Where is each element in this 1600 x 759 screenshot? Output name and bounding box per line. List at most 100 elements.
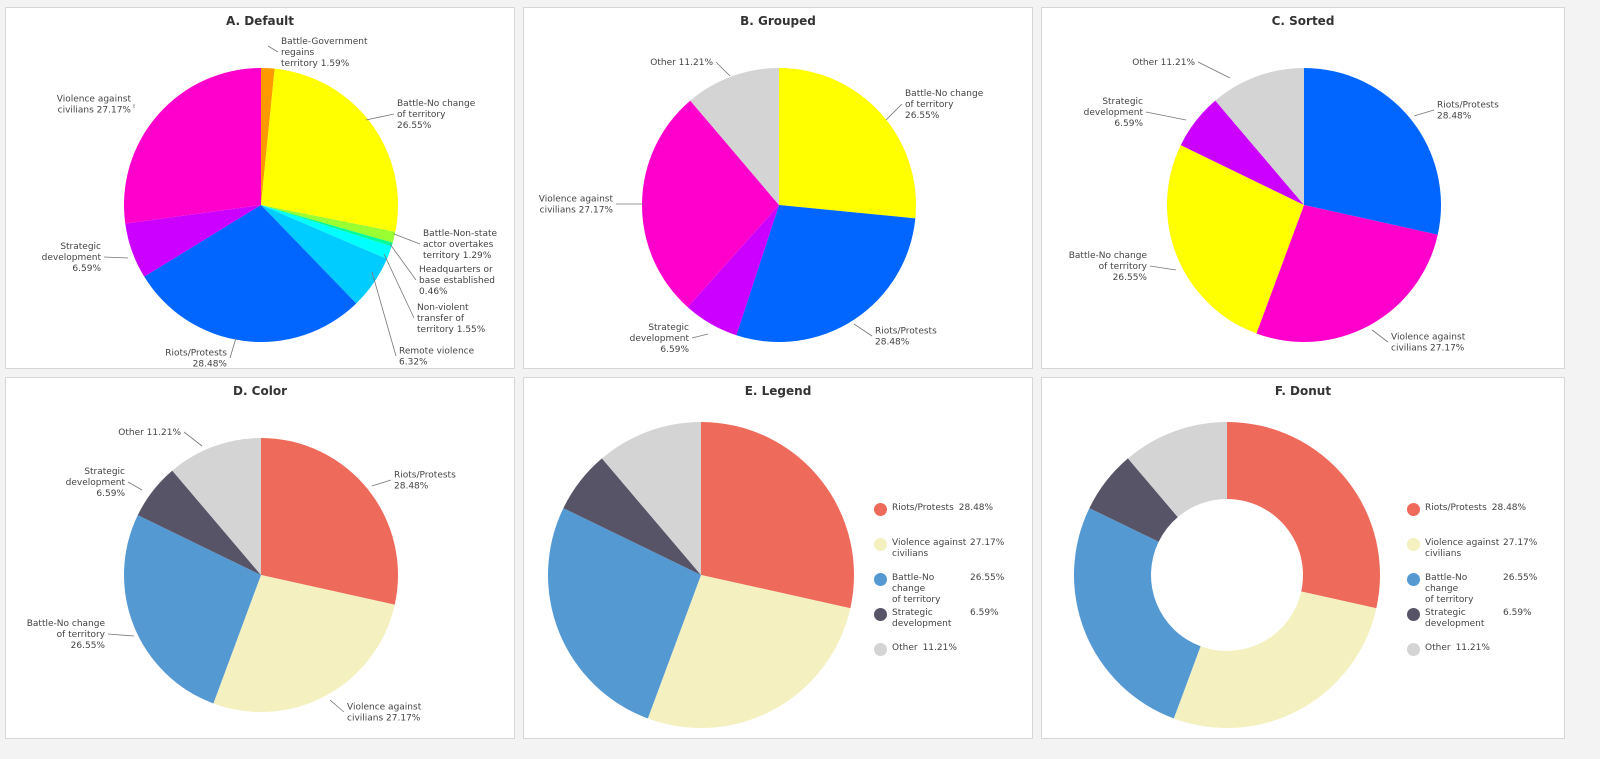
leader-line (329, 699, 345, 713)
pie-slice-violence-against-civilians[interactable] (1256, 205, 1438, 342)
leader-line (103, 256, 129, 259)
pie-chart-d: Riots/Protests 28.48% Violence against civi… (27, 428, 456, 724)
pie-slice-other[interactable] (172, 438, 261, 575)
pie-slice-non-violent-transfer-of-territory[interactable] (261, 205, 392, 259)
chart-panel-b: B. Grouped Battle-No change of territory 2… (523, 7, 1033, 369)
pie-slice-battle-no-change-of-territory[interactable] (124, 515, 261, 704)
pie-chart-b: Battle-No change of territory 26.55% Riots/… (539, 58, 984, 355)
pie-slice-other[interactable] (601, 422, 701, 575)
data-label-other: Other 11.21% (1132, 58, 1195, 68)
pie-slice-riots-protests[interactable] (701, 422, 854, 609)
leader-line (371, 271, 397, 357)
pie-slice-violence-against-civilians[interactable] (213, 575, 395, 712)
legend-item-battle-no-change-of-territory[interactable]: Battle-No change of territory 26.55% (874, 573, 1024, 606)
legend-item-battle-no-change-of-territory[interactable]: Battle-No change of territory 26.55% (1407, 573, 1557, 606)
pie-slice-other[interactable] (690, 68, 779, 205)
legend-swatch (1407, 608, 1420, 621)
leader-line (107, 633, 135, 637)
pie-slice-battle-no-change-of-territory[interactable] (1074, 508, 1201, 719)
legend-swatch (1407, 538, 1420, 551)
pie-slice-other[interactable] (1215, 68, 1304, 205)
leader-line (383, 253, 415, 319)
pie-slice-battle-non-state-actor-overtakes-territory[interactable] (261, 205, 396, 243)
leader-line (389, 243, 417, 281)
chart-panel-d: D. Color Riots/Protests 28.48% Violence ag… (5, 377, 515, 739)
data-label-other: Other 11.21% (650, 58, 713, 68)
data-label-violence-against-civilians: Violence against civilians 27.17% (347, 703, 422, 724)
legend-value: 6.59% (1503, 608, 1532, 618)
pie-slice-battle-no-change-of-territory[interactable] (779, 68, 916, 219)
legend-label: Battle-No change of territory (1425, 573, 1474, 605)
leader-line (691, 333, 709, 339)
pie-slice-riots-protests[interactable] (144, 205, 357, 342)
pie-slice-violence-against-civilians[interactable] (1173, 591, 1377, 728)
data-label-strategic-development: Strategic development 6.59% (66, 467, 126, 499)
chart-panel-e: E. Legend Riots/Protests 28.48% Violence a… (523, 377, 1033, 739)
pie-slice-violence-against-civilians[interactable] (647, 575, 851, 728)
pie-slice-headquarters-or-base-established[interactable] (261, 205, 393, 247)
leader-line (127, 481, 143, 491)
legend-label: Riots/Protests (1425, 503, 1487, 513)
legend-swatch (1407, 503, 1420, 516)
data-label-non-violent-transfer-of-territory: Non-violent transfer of territory 1.55% (417, 303, 486, 335)
legend-label: Violence against civilians (1425, 538, 1500, 559)
data-label-battle-no-change-of-territory: Battle-No change of territory 26.55% (905, 89, 984, 121)
legend-item-strategic-development[interactable]: Strategic development 6.59% (874, 608, 1024, 630)
leader-line (715, 61, 731, 77)
chart-title: F. Donut (1274, 384, 1332, 398)
leader-line (853, 323, 873, 337)
legend-value: 27.17% (1503, 538, 1538, 548)
legend-item-riots-protests[interactable]: Riots/Protests 28.48% (874, 503, 1024, 516)
legend-swatch (874, 608, 887, 621)
pie-slice-strategic-development[interactable] (125, 205, 261, 277)
legend-swatch (874, 643, 887, 656)
pie-slice-riots-protests[interactable] (1227, 422, 1380, 609)
pie-slice-strategic-development[interactable] (1089, 458, 1178, 542)
data-label-riots-protests: Riots/Protests 28.48% (1437, 101, 1499, 122)
pie-slice-battle-government-regains-territory[interactable] (261, 68, 275, 205)
pie-slice-battle-no-change-of-territory[interactable] (1167, 145, 1304, 334)
legend-value: 6.59% (970, 608, 999, 618)
pie-slice-violence-against-civilians[interactable] (642, 100, 779, 308)
pie-slice-strategic-development[interactable] (137, 470, 261, 575)
legend-value: 26.55% (1503, 573, 1538, 583)
pie-slice-riots-protests[interactable] (736, 205, 916, 342)
legend-item-other[interactable]: Other 11.21% (874, 643, 1024, 656)
pie-slice-riots-protests[interactable] (261, 438, 398, 605)
pie-slice-other[interactable] (1127, 422, 1227, 518)
legend-item-violence-against-civilians[interactable]: Violence against civilians 27.17% (874, 538, 1024, 560)
pie-chart-f (1074, 422, 1380, 728)
data-label-battle-no-change-of-territory: Battle-No change of territory 26.55% (397, 99, 476, 131)
chart-panel-f: F. Donut Riots/Protests 28.48% Violence ag… (1041, 377, 1565, 739)
legend-value: 26.55% (970, 573, 1005, 583)
pie-slice-strategic-development[interactable] (687, 205, 779, 336)
data-label-remote-violence: Remote violence 6.32% (399, 347, 475, 368)
legend-item-strategic-development[interactable]: Strategic development 6.59% (1407, 608, 1557, 630)
pie-slice-battle-no-change-of-territory[interactable] (261, 68, 398, 232)
legend-label: Other (892, 643, 918, 653)
pie-slice-violence-against-civilians[interactable] (124, 68, 262, 224)
pie-slice-battle-no-change-of-territory[interactable] (548, 508, 701, 719)
pie-slice-strategic-development[interactable] (1180, 100, 1304, 205)
data-label-violence-against-civilians: Violence against civilians 27.17% (539, 195, 614, 216)
pie-slice-remote-violence[interactable] (261, 205, 387, 304)
chart-title: D. Color (232, 384, 288, 398)
legend-swatch (874, 573, 887, 586)
legend-value: 11.21% (1455, 643, 1490, 653)
data-label-riots-protests: Riots/Protests 28.48% (165, 349, 227, 370)
legend-item-riots-protests[interactable]: Riots/Protests 28.48% (1407, 503, 1557, 516)
chart-title: A. Default (225, 14, 295, 28)
pie-slice-riots-protests[interactable] (1304, 68, 1441, 235)
pie-slice-strategic-development[interactable] (563, 458, 701, 575)
data-label-riots-protests: Riots/Protests 28.48% (394, 471, 456, 492)
data-label-riots-protests: Riots/Protests 28.48% (875, 327, 937, 348)
legend-swatch (874, 503, 887, 516)
legend-swatch (1407, 573, 1420, 586)
legend-item-violence-against-civilians[interactable]: Violence against civilians 27.17% (1407, 538, 1557, 560)
legend-label: Violence against civilians (892, 538, 967, 559)
legend-item-other[interactable]: Other 11.21% (1407, 643, 1557, 656)
chart-panel-c: C. Sorted Riots/Protests 28.48% Violence a… (1041, 7, 1565, 369)
leader-line (1413, 109, 1435, 117)
legend-value: 28.48% (958, 503, 994, 513)
data-label-battle-non-state-actor-overtakes-territory: Battle-Non-state actor overtakes territory… (423, 229, 497, 261)
